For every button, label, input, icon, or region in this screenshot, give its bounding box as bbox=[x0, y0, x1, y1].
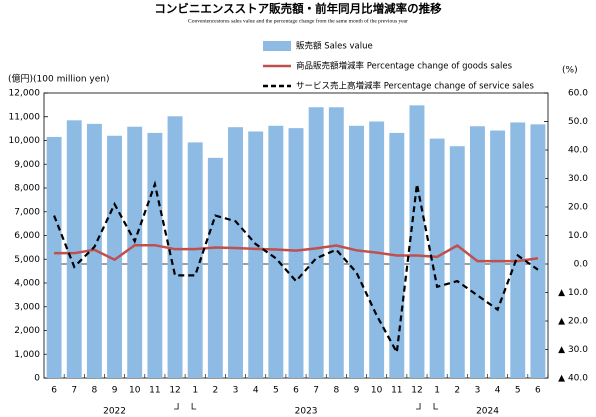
x-tick-label: 7 bbox=[313, 386, 319, 396]
x-tick-label: 4 bbox=[253, 386, 259, 396]
x-tick-label: 12 bbox=[169, 386, 180, 396]
x-tick-label: 6 bbox=[293, 386, 299, 396]
bar bbox=[429, 138, 445, 378]
year-separator bbox=[174, 403, 197, 410]
x-tick-label: 9 bbox=[112, 386, 118, 396]
bar bbox=[147, 132, 163, 378]
y2-tick-label: 10.0 bbox=[568, 231, 588, 241]
bar bbox=[207, 157, 223, 378]
bar bbox=[530, 124, 546, 378]
x-tick-label: 6 bbox=[51, 386, 57, 396]
year-separator bbox=[416, 403, 439, 410]
y-tick-label: 1,000 bbox=[14, 350, 40, 360]
x-tick-label: 10 bbox=[129, 386, 141, 396]
bar bbox=[248, 131, 264, 378]
x-tick-label: 2 bbox=[212, 386, 218, 396]
x-tick-label: 2 bbox=[454, 386, 460, 396]
line-series bbox=[53, 180, 539, 356]
bar bbox=[510, 122, 526, 378]
y-tick-label: 9,000 bbox=[14, 160, 40, 170]
y-tick-label: 8,000 bbox=[14, 184, 40, 194]
y2-tick-label: ▲ 30.0 bbox=[558, 345, 588, 355]
y-tick-label: 10,000 bbox=[9, 136, 41, 146]
y-tick-label: 5,000 bbox=[14, 255, 40, 265]
x-tick-label: 9 bbox=[354, 386, 360, 396]
y2-tick-label: ▲ 40.0 bbox=[558, 374, 588, 384]
y-tick-label: 2,000 bbox=[14, 326, 40, 336]
y-tick-label: 12,000 bbox=[9, 89, 41, 99]
x-tick-label: 8 bbox=[92, 386, 98, 396]
x-tick-label: 10 bbox=[371, 386, 383, 396]
x-tick-label: 1 bbox=[434, 386, 440, 396]
y-tick-label: 0 bbox=[34, 374, 40, 384]
y2-tick-label: 30.0 bbox=[568, 174, 588, 184]
bar bbox=[107, 135, 123, 378]
year-label: 2023 bbox=[295, 407, 318, 417]
y2-tick-label: ▲ 10.0 bbox=[558, 288, 588, 298]
bar bbox=[167, 116, 183, 379]
bar bbox=[268, 125, 284, 379]
bar bbox=[46, 136, 62, 378]
x-tick-label: 5 bbox=[515, 386, 521, 396]
y-tick-label: 3,000 bbox=[14, 302, 40, 312]
legend-label: 商品販売額増減率 Percentage change of goods sale… bbox=[296, 61, 513, 72]
x-tick-label: 6 bbox=[535, 386, 541, 396]
legend-label: 販売額 Sales value bbox=[296, 41, 373, 52]
bar bbox=[409, 105, 425, 378]
x-tick-label: 11 bbox=[391, 386, 402, 396]
bar bbox=[127, 126, 143, 378]
y2-tick-label: 60.0 bbox=[568, 89, 588, 99]
legend-label: サービス売上高増減率 Percentage change of service … bbox=[296, 81, 534, 92]
line-series bbox=[54, 243, 539, 263]
y-tick-label: 6,000 bbox=[14, 231, 40, 241]
x-tick-label: 11 bbox=[149, 386, 160, 396]
year-label: 2024 bbox=[476, 407, 499, 417]
y2-axis-label: (%) bbox=[562, 66, 578, 76]
bar bbox=[469, 126, 485, 378]
x-tick-label: 1 bbox=[192, 386, 198, 396]
bar bbox=[308, 107, 324, 378]
bar bbox=[328, 107, 344, 378]
x-tick-label: 7 bbox=[71, 386, 77, 396]
y-axis-label: (億円)(100 million yen) bbox=[8, 73, 110, 85]
y2-tick-label: 50.0 bbox=[568, 117, 588, 127]
y2-tick-label: 40.0 bbox=[568, 146, 588, 156]
y2-tick-label: 20.0 bbox=[568, 203, 588, 213]
bar bbox=[369, 121, 385, 378]
year-label: 2022 bbox=[103, 407, 126, 417]
y2-tick-label: ▲ 20.0 bbox=[558, 317, 588, 327]
y-tick-label: 11,000 bbox=[9, 112, 41, 122]
x-tick-label: 8 bbox=[333, 386, 339, 396]
chart-subtitle: Conveniencestores sales value and the pe… bbox=[188, 17, 408, 24]
x-tick-label: 5 bbox=[273, 386, 279, 396]
y-tick-label: 7,000 bbox=[14, 207, 40, 217]
chart-title: コンビニエンスストア販売額・前年同月比増減率の推移 bbox=[154, 2, 442, 16]
bar bbox=[490, 130, 506, 378]
bar bbox=[349, 125, 364, 379]
bar bbox=[449, 146, 465, 378]
bar bbox=[66, 120, 82, 378]
x-tick-label: 3 bbox=[475, 386, 481, 396]
y2-tick-label: 0.0 bbox=[574, 260, 589, 270]
x-tick-label: 4 bbox=[495, 386, 501, 396]
bar bbox=[288, 128, 304, 378]
x-tick-label: 12 bbox=[411, 386, 422, 396]
x-tick-label: 3 bbox=[233, 386, 239, 396]
y-tick-label: 4,000 bbox=[14, 279, 40, 289]
bar bbox=[228, 127, 243, 378]
bar bbox=[187, 142, 203, 378]
legend-swatch bbox=[263, 41, 291, 51]
